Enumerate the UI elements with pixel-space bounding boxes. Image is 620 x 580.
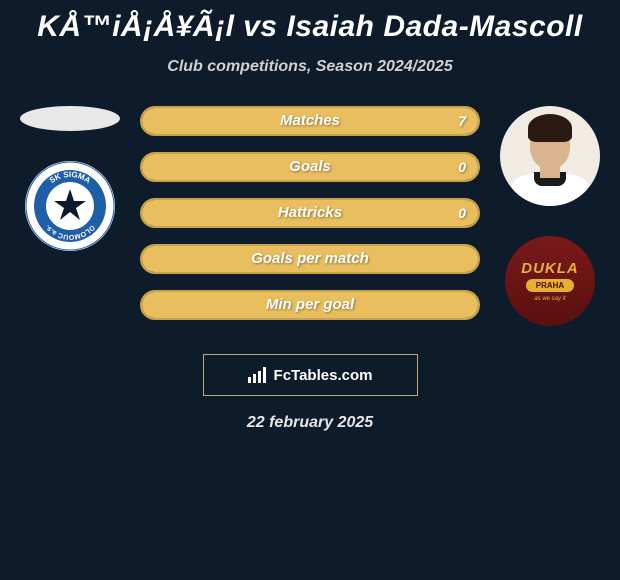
watermark-text: FcTables.com xyxy=(274,367,373,384)
dukla-tag: as we say it xyxy=(534,296,565,302)
bar-value-right: 0 xyxy=(458,154,466,180)
left-player-placeholder xyxy=(20,106,120,131)
right-club-crest: DUKLA PRAHA as we say it xyxy=(505,236,595,326)
dukla-sub: PRAHA xyxy=(526,279,574,292)
bar-label: Goals xyxy=(142,154,478,180)
subtitle: Club competitions, Season 2024/2025 xyxy=(0,58,620,76)
page-title: KÅ™iÅ¡Å¥Ã¡l vs Isaiah Dada-Mascoll xyxy=(0,0,620,44)
bar-label: Matches xyxy=(142,108,478,134)
bar-label: Hattricks xyxy=(142,200,478,226)
stat-bar: Hattricks0 xyxy=(140,198,480,228)
left-player-column: SK SIGMA OLOMOUC a.s. xyxy=(10,106,130,251)
stat-bar: Matches7 xyxy=(140,106,480,136)
stat-bar: Goals0 xyxy=(140,152,480,182)
watermark: FcTables.com xyxy=(248,367,373,384)
date-line: 22 february 2025 xyxy=(0,414,620,432)
stat-bar: Min per goal xyxy=(140,290,480,320)
dukla-name: DUKLA xyxy=(521,260,579,277)
right-player-photo xyxy=(500,106,600,206)
bar-label: Min per goal xyxy=(142,292,478,318)
bar-value-right: 7 xyxy=(458,108,466,134)
chart-icon xyxy=(248,367,268,383)
sigma-crest-icon: SK SIGMA OLOMOUC a.s. xyxy=(25,161,115,251)
bar-value-right: 0 xyxy=(458,200,466,226)
right-player-column: DUKLA PRAHA as we say it xyxy=(490,106,610,326)
left-club-crest: SK SIGMA OLOMOUC a.s. xyxy=(25,161,115,251)
watermark-box: FcTables.com xyxy=(203,354,418,396)
stat-bar: Goals per match xyxy=(140,244,480,274)
bar-label: Goals per match xyxy=(142,246,478,272)
stats-bars: Matches7Goals0Hattricks0Goals per matchM… xyxy=(140,106,480,336)
